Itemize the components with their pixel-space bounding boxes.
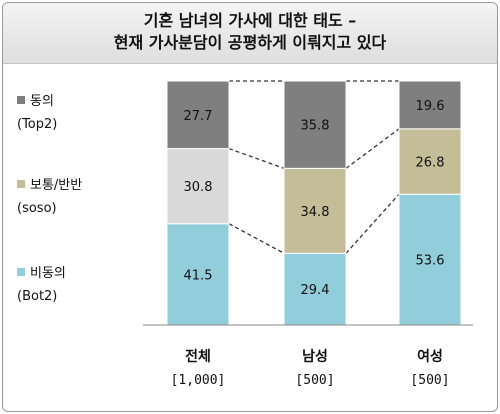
category-sample-size: [500]	[295, 373, 334, 388]
data-label: 41.5	[184, 268, 213, 283]
bar-segment-비동의	[283, 252, 347, 326]
data-label: 19.6	[416, 99, 445, 114]
data-label: 30.8	[184, 180, 213, 195]
data-label: 27.7	[184, 109, 213, 124]
data-label: 26.8	[416, 156, 445, 171]
legend-sublabel: (Bot2)	[17, 289, 57, 304]
connector-line	[228, 223, 285, 254]
chart-title-line-2: 현재 가사분담이 공평하게 이뤄지고 있다	[113, 33, 387, 52]
data-label: 53.6	[416, 254, 445, 269]
connector-line	[345, 193, 400, 254]
stacked-bar-chart: 41.5 30.8 27.7 전체 [1,000] 29.4 34.8 35.8 남성 [500]…	[17, 80, 473, 388]
bar-segment-동의	[283, 80, 347, 169]
bar-segment-비동의	[166, 223, 230, 326]
category-label: 남성	[302, 348, 328, 365]
bar-segment-보통/반반	[166, 148, 230, 225]
bar-segment-보통/반반	[283, 167, 347, 254]
legend-swatch	[17, 96, 25, 104]
legend-label: 보통/반반	[30, 178, 82, 193]
chart-title-line-1: 기혼 남녀의 가사에 대한 태도 –	[143, 11, 357, 30]
data-label: 29.4	[301, 283, 330, 298]
chart-title: 기혼 남녀의 가사에 대한 태도 – 현재 가사분담이 공평하게 이뤄지고 있다	[3, 3, 497, 64]
legend-label: 동의	[30, 94, 54, 109]
legend-sublabel: (Top2)	[17, 117, 57, 132]
category-label: 전체	[185, 348, 211, 365]
bar-segment-동의	[398, 80, 462, 130]
legend-sublabel: (soso)	[17, 201, 57, 216]
connector-line	[228, 147, 285, 169]
data-label: 35.8	[301, 119, 330, 134]
category-label: 여성	[417, 348, 443, 365]
bar-segment-동의	[166, 80, 230, 150]
bar-segment-보통/반반	[398, 128, 462, 195]
connector-line	[345, 128, 400, 169]
legend-swatch	[17, 268, 25, 276]
category-sample-size: [1,000]	[171, 373, 226, 388]
data-label: 34.8	[301, 205, 330, 220]
category-sample-size: [500]	[410, 373, 449, 388]
legend-swatch	[17, 180, 25, 188]
legend-label: 비동의	[30, 266, 66, 281]
